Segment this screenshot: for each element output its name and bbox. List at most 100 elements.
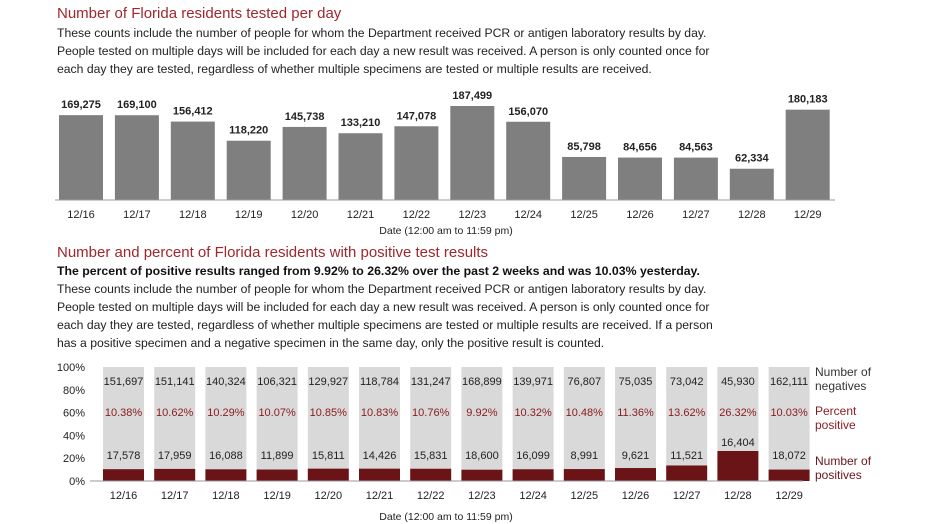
tested-x-tick-label: 12/22 [403,209,431,221]
tested-x-tick-label: 12/21 [347,209,375,221]
negatives-segment [563,367,605,470]
negatives-segment [768,367,810,470]
negatives-value-label: 129,927 [308,376,348,388]
tested-value-label: 156,070 [508,106,548,118]
positives-x-ticks-group: 12/16 12/17 12/18 12/19 12/20 12/21 12/22 12/23… [110,490,803,502]
positives-value-label: 16,088 [209,450,243,462]
positives-value-label: 18,600 [465,450,499,462]
tested-description: These counts include the number of peopl… [57,24,757,78]
positivity-range-summary: The percent of positive results ranged f… [57,264,700,278]
tested-bar [729,168,774,200]
tested-bars-group: 169,275 169,100 156,412 118,220 145,738 133,2… [59,90,830,200]
positives-y-tick-label: 100% [57,362,85,374]
positives-value-label: 15,811 [312,450,345,462]
tested-x-tick-label: 12/24 [514,209,542,221]
tested-x-tick-label: 12/26 [626,209,654,221]
tested-description-line: People tested on multiple days will be i… [57,44,710,58]
negatives-value-label: 73,042 [670,376,704,388]
negatives-value-label: 151,141 [155,376,195,388]
percent-positive-label: 10.03% [770,407,808,419]
positives-segment [205,469,247,481]
tested-x-tick-label: 12/29 [794,209,822,221]
tested-x-tick-label: 12/20 [291,209,319,221]
positives-value-label: 18,072 [772,450,806,462]
tested-x-tick-label: 12/19 [235,209,263,221]
tested-value-label: 85,798 [567,141,601,153]
tested-bar [226,140,271,200]
positives-description-line: has a positive specimen and a negative s… [57,336,605,350]
positives-segment [307,468,349,481]
negatives-segment [717,367,759,451]
tested-x-tick-label: 12/17 [123,209,151,221]
positives-x-tick-label: 12/23 [468,490,496,502]
positives-segment [615,468,656,481]
positives-description-line: These counts include the number of peopl… [57,282,707,296]
percent-positive-label: 10.32% [514,407,552,419]
percent-positive-label: 26.32% [719,407,757,419]
tested-value-label: 118,220 [229,125,268,137]
tested-x-axis-label: Date (12:00 am to 11:59 pm) [379,225,512,237]
negatives-value-label: 151,697 [104,376,144,388]
positives-x-tick-label: 12/17 [161,490,189,502]
positives-y-tick-label: 0% [69,476,85,488]
tested-bar [785,109,830,200]
negatives-segment [359,367,400,469]
legend-label: Percent [815,404,857,418]
percent-positive-label: 10.62% [156,407,194,419]
negatives-segment [205,367,247,470]
positives-x-tick-label: 12/20 [315,490,343,502]
negatives-value-label: 75,035 [619,376,653,388]
tested-x-tick-label: 12/27 [682,209,710,221]
percent-positive-label: 9.92% [466,407,497,419]
positives-y-tick-label: 60% [63,408,85,420]
positives-value-label: 16,404 [721,437,755,449]
tested-bar [338,133,383,200]
tested-description-line: each day they are tested, regardless of … [57,62,652,76]
legend-label: positives [815,468,862,482]
tested-bar [170,121,215,200]
positives-y-ticks-group: 0% 20% 40% 60% 80% 100% [57,362,85,488]
positives-x-tick-label: 12/18 [212,490,240,502]
negatives-value-label: 139,971 [513,376,553,388]
negatives-segment [666,367,708,466]
percent-positive-label: 13.62% [668,407,706,419]
tested-value-label: 145,738 [285,111,325,123]
tested-bar [673,157,718,200]
negatives-value-label: 131,247 [411,376,451,388]
positives-x-tick-label: 12/19 [263,490,291,502]
positives-segment [103,469,144,481]
negatives-segment [615,367,656,469]
positives-segment [563,469,605,481]
percent-positive-label: 10.76% [412,407,450,419]
negatives-value-label: 76,807 [567,376,601,388]
tested-x-ticks-group: 12/16 12/17 12/18 12/19 12/20 12/21 12/22 12/23… [67,209,821,221]
percent-positive-label: 10.83% [361,407,399,419]
positives-value-label: 9,621 [622,450,650,462]
tested-bar [282,126,327,200]
tested-value-label: 169,275 [61,99,101,111]
positives-segment [410,468,452,481]
legend-label: Number of [815,454,872,468]
tested-bar [450,106,495,200]
tested-bar [506,121,551,200]
positives-value-label: 16,099 [516,450,550,462]
positives-description: These counts include the number of peopl… [57,280,757,352]
positives-segment [461,469,503,481]
positives-segment [359,468,400,481]
negatives-segment [512,367,554,470]
negatives-segment [154,367,196,469]
positives-value-label: 17,578 [107,450,141,462]
negatives-segment [461,367,503,470]
percent-positive-label: 10.48% [566,407,604,419]
percent-positive-label: 11.36% [617,407,654,419]
negatives-value-label: 168,899 [462,376,502,388]
positives-x-tick-label: 12/16 [110,490,138,502]
positives-segment [768,469,810,481]
positives-stacked-bars-group: 151,697 10.38% 17,578 151,141 10.62% 17,959 14… [103,367,810,481]
tested-section-title: Number of Florida residents tested per d… [57,5,342,22]
negatives-segment [307,367,349,469]
tested-x-tick-label: 12/16 [67,209,95,221]
percent-positive-label: 10.38% [105,407,143,419]
tested-value-label: 84,656 [623,142,657,154]
